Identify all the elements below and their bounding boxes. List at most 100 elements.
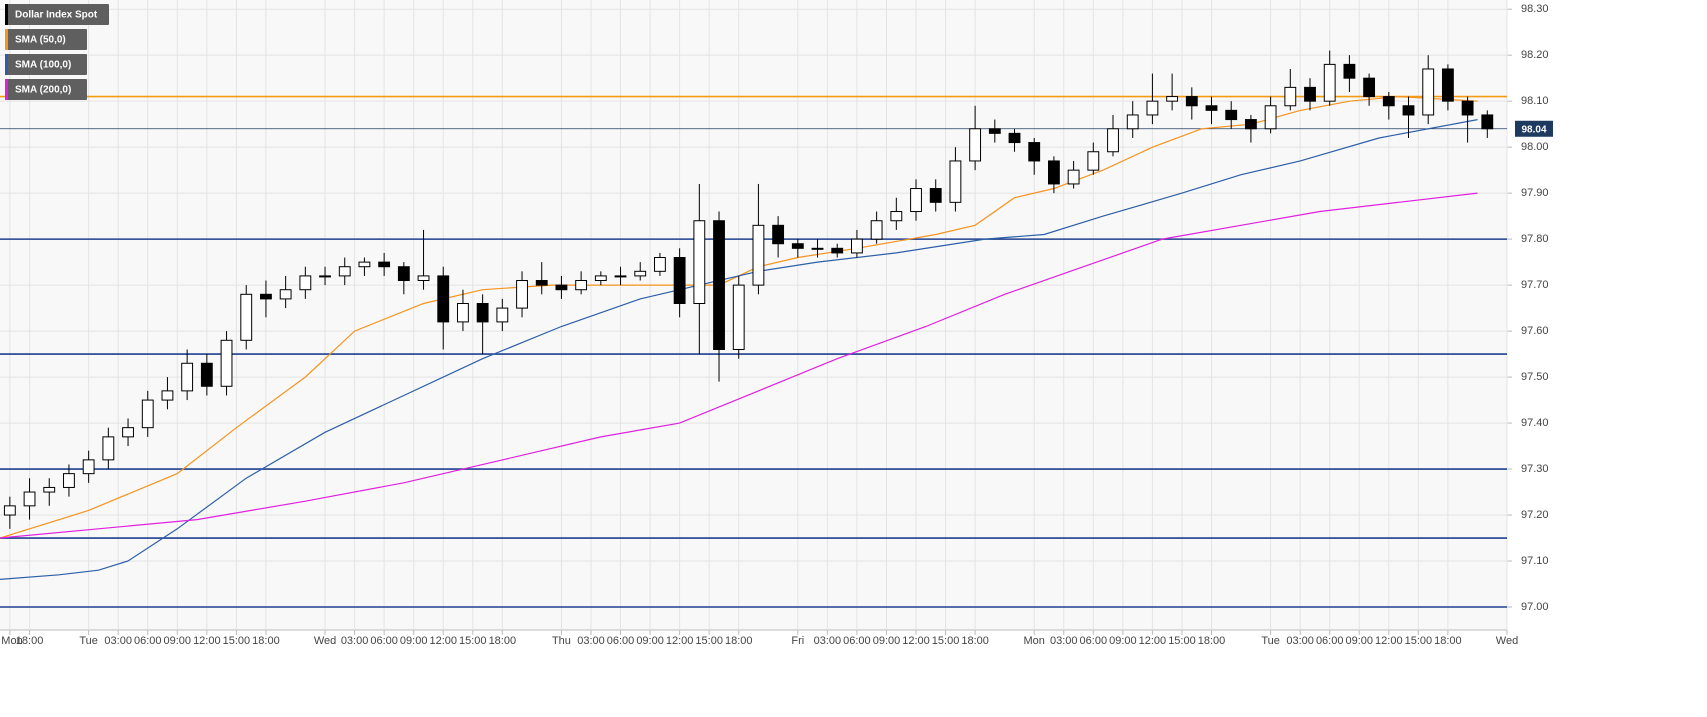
candle-body	[516, 280, 528, 309]
y-tick-label: 97.30	[1521, 463, 1549, 475]
candle-body	[1382, 96, 1395, 107]
x-tick-label: Wed	[1496, 635, 1518, 647]
candle-body	[496, 307, 509, 323]
candle-body	[1146, 100, 1159, 116]
candle-body	[1402, 105, 1415, 116]
candle-body	[319, 275, 331, 278]
y-tick-label: 98.00	[1521, 141, 1549, 153]
x-tick-label: 09:00	[164, 635, 192, 647]
candle-body	[102, 436, 115, 461]
candle-body	[870, 220, 883, 240]
candle-body	[1304, 86, 1316, 102]
candle-body	[1166, 96, 1179, 102]
candle-body	[141, 399, 154, 429]
x-tick-label: 06:00	[370, 635, 398, 647]
candle-body	[811, 247, 824, 250]
candle-body	[1441, 68, 1454, 102]
x-tick-label: 06:00	[1080, 635, 1108, 647]
x-tick-label: 12:00	[666, 635, 694, 647]
candle-body	[476, 303, 489, 323]
candle-body	[555, 284, 568, 291]
x-tick-label: 15:00	[695, 635, 723, 647]
candle-body	[358, 261, 371, 268]
candle-body	[299, 275, 312, 291]
x-tick-label: 09:00	[400, 635, 428, 647]
candle-body	[437, 275, 450, 323]
legend-swatch	[5, 79, 8, 100]
y-tick-label: 97.70	[1521, 279, 1549, 291]
x-tick-label: 15:00	[1405, 635, 1433, 647]
last-price-label: 98.04	[1521, 124, 1546, 135]
candle-body	[634, 270, 647, 277]
y-tick-label: 98.30	[1521, 3, 1549, 15]
sma-line	[0, 192, 1478, 539]
x-tick-label: 18:00	[252, 635, 280, 647]
x-tick-label: 03:00	[577, 635, 605, 647]
x-tick-label: 06:00	[134, 635, 162, 647]
x-tick-label: 18:00	[961, 635, 989, 647]
legend-swatch	[5, 29, 8, 50]
y-tick-label: 97.50	[1521, 371, 1549, 383]
x-tick-label: 09:00	[873, 635, 901, 647]
candle-body	[220, 339, 233, 387]
x-tick-label: 03:00	[104, 635, 132, 647]
candle-body	[43, 486, 56, 493]
x-tick-label: 12:00	[429, 635, 457, 647]
x-tick-label: 09:00	[1345, 635, 1373, 647]
candle-body	[1244, 119, 1257, 130]
x-tick-label: 18:00	[725, 635, 753, 647]
candle-body	[732, 284, 745, 350]
candle-body	[772, 224, 785, 245]
x-tick-label: Wed	[314, 635, 336, 647]
x-tick-label: 12:00	[1139, 635, 1167, 647]
y-tick-label: 97.60	[1521, 325, 1549, 337]
x-tick-label: Tue	[1261, 635, 1280, 647]
legend-label: Dollar Index Spot	[15, 10, 98, 21]
candle-body	[831, 247, 844, 254]
candle-body	[851, 238, 863, 254]
y-tick-label: 97.00	[1521, 601, 1549, 613]
candle-body	[673, 257, 686, 305]
candle-body	[1343, 63, 1356, 79]
x-tick-label: 12:00	[193, 635, 221, 647]
x-tick-label: 15:00	[932, 635, 960, 647]
candle-body	[279, 289, 292, 300]
x-tick-label: 06:00	[607, 635, 635, 647]
candle-body	[82, 459, 95, 475]
candle-body	[63, 473, 75, 488]
y-tick-label: 97.40	[1521, 417, 1549, 429]
x-tick-label: 15:00	[223, 635, 251, 647]
candle-body	[910, 188, 922, 213]
x-tick-label: 03:00	[814, 635, 842, 647]
candle-body	[1225, 109, 1238, 121]
candle-body	[417, 275, 430, 282]
y-tick-label: 97.80	[1521, 233, 1549, 245]
candle-body	[929, 188, 942, 203]
x-tick-label: 03:00	[1286, 635, 1314, 647]
candle-body	[161, 390, 174, 401]
candle-body	[1363, 77, 1376, 98]
x-tick-label: 09:00	[1109, 635, 1137, 647]
candle-body	[397, 266, 410, 282]
candle-body	[3, 505, 16, 516]
candle-body	[988, 128, 1001, 134]
candle-body	[23, 491, 36, 507]
x-tick-label: 18:00	[1434, 635, 1462, 647]
candle-body	[1008, 132, 1021, 144]
x-tick-label: 06:00	[843, 635, 871, 647]
legend-box	[5, 54, 87, 75]
candle-body	[654, 257, 666, 272]
candle-body	[890, 211, 903, 222]
legend-swatch	[5, 54, 8, 75]
y-tick-label: 98.10	[1521, 95, 1549, 107]
x-tick-label: Mon	[1024, 635, 1045, 647]
candle-body	[949, 160, 962, 203]
candle-body	[338, 266, 351, 277]
legend-box	[5, 29, 87, 50]
candle-body	[693, 220, 706, 305]
candle-body	[1284, 86, 1297, 107]
candle-body	[614, 275, 627, 278]
legend-label: SMA (200,0)	[15, 85, 71, 96]
